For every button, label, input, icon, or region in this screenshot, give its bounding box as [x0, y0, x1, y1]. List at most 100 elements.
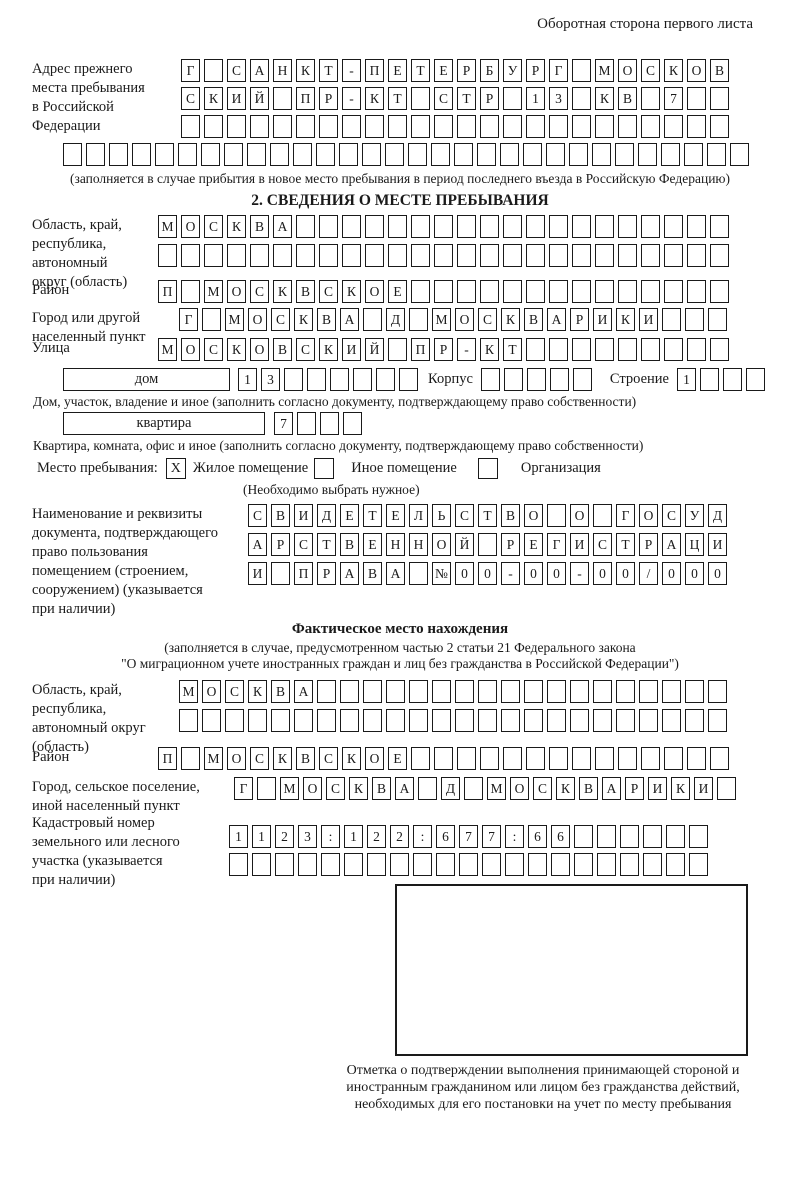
char-cell[interactable]: Т [503, 338, 522, 361]
char-cell[interactable]: В [340, 533, 359, 556]
char-cell[interactable]: В [271, 680, 290, 703]
char-cell[interactable] [296, 115, 315, 138]
char-cell[interactable] [500, 143, 519, 166]
char-cell[interactable] [638, 143, 657, 166]
char-cell[interactable]: И [248, 562, 267, 585]
char-cell[interactable] [662, 308, 681, 331]
char-cell[interactable]: О [248, 308, 267, 331]
char-cell[interactable] [595, 747, 614, 770]
char-cell[interactable] [616, 709, 635, 732]
char-cell[interactable]: 2 [367, 825, 386, 848]
char-cell[interactable] [523, 143, 542, 166]
char-cell[interactable]: К [204, 87, 223, 110]
char-cell[interactable]: О [181, 215, 200, 238]
char-cell[interactable] [707, 143, 726, 166]
char-cell[interactable]: К [248, 680, 267, 703]
char-cell[interactable]: Д [386, 308, 405, 331]
char-cell[interactable] [526, 215, 545, 238]
char-cell[interactable] [687, 215, 706, 238]
char-cell[interactable] [271, 709, 290, 732]
char-cell[interactable] [204, 59, 223, 82]
char-cell[interactable] [109, 143, 128, 166]
char-cell[interactable] [250, 115, 269, 138]
char-cell[interactable]: О [687, 59, 706, 82]
char-cell[interactable] [63, 143, 82, 166]
char-cell[interactable]: М [158, 215, 177, 238]
char-cell[interactable] [252, 853, 271, 876]
char-cell[interactable]: К [319, 338, 338, 361]
char-cell[interactable] [454, 143, 473, 166]
char-cell[interactable] [201, 143, 220, 166]
char-cell[interactable]: К [227, 338, 246, 361]
char-cell[interactable] [710, 115, 729, 138]
char-cell[interactable]: Т [363, 504, 382, 527]
char-cell[interactable] [363, 709, 382, 732]
char-cell[interactable]: Е [434, 59, 453, 82]
char-cell[interactable] [464, 777, 483, 800]
char-cell[interactable] [641, 244, 660, 267]
char-cell[interactable]: 0 [478, 562, 497, 585]
char-cell[interactable] [549, 338, 568, 361]
char-cell[interactable]: О [570, 504, 589, 527]
char-cell[interactable]: Ц [685, 533, 704, 556]
char-cell[interactable]: С [204, 215, 223, 238]
char-cell[interactable]: К [595, 87, 614, 110]
char-cell[interactable] [570, 680, 589, 703]
char-cell[interactable] [296, 244, 315, 267]
char-cell[interactable] [662, 709, 681, 732]
char-cell[interactable]: К [365, 87, 384, 110]
char-cell[interactable]: М [595, 59, 614, 82]
char-cell[interactable]: И [694, 777, 713, 800]
char-cell[interactable] [547, 504, 566, 527]
char-cell[interactable] [710, 747, 729, 770]
char-cell[interactable] [418, 777, 437, 800]
char-cell[interactable] [273, 115, 292, 138]
char-cell[interactable] [708, 308, 727, 331]
char-cell[interactable]: Р [271, 533, 290, 556]
char-cell[interactable] [330, 368, 349, 391]
char-cell[interactable] [570, 709, 589, 732]
char-cell[interactable]: В [271, 504, 290, 527]
char-cell[interactable] [572, 115, 591, 138]
char-cell[interactable] [229, 853, 248, 876]
char-cell[interactable]: П [158, 747, 177, 770]
char-cell[interactable]: 1 [238, 368, 257, 391]
char-cell[interactable] [641, 338, 660, 361]
char-cell[interactable]: С [248, 504, 267, 527]
char-cell[interactable]: 6 [436, 825, 455, 848]
char-cell[interactable] [227, 244, 246, 267]
char-cell[interactable]: М [204, 280, 223, 303]
char-cell[interactable] [480, 115, 499, 138]
char-cell[interactable]: 2 [390, 825, 409, 848]
char-cell[interactable]: И [708, 533, 727, 556]
char-cell[interactable]: Н [386, 533, 405, 556]
char-cell[interactable] [730, 143, 749, 166]
char-cell[interactable] [316, 143, 335, 166]
char-cell[interactable] [202, 709, 221, 732]
char-cell[interactable]: Д [441, 777, 460, 800]
char-cell[interactable]: Н [273, 59, 292, 82]
char-cell[interactable] [478, 709, 497, 732]
char-cell[interactable] [666, 853, 685, 876]
char-cell[interactable]: К [556, 777, 575, 800]
char-cell[interactable] [664, 215, 683, 238]
char-cell[interactable] [270, 143, 289, 166]
char-cell[interactable]: И [593, 308, 612, 331]
char-cell[interactable]: - [501, 562, 520, 585]
char-cell[interactable] [411, 87, 430, 110]
char-cell[interactable]: Е [388, 59, 407, 82]
char-cell[interactable]: К [296, 59, 315, 82]
char-cell[interactable]: 7 [274, 412, 293, 435]
char-cell[interactable]: Р [501, 533, 520, 556]
char-cell[interactable]: В [363, 562, 382, 585]
char-cell[interactable] [551, 853, 570, 876]
char-cell[interactable] [275, 853, 294, 876]
char-cell[interactable]: Е [388, 747, 407, 770]
char-cell[interactable]: И [639, 308, 658, 331]
char-cell[interactable] [225, 709, 244, 732]
char-cell[interactable] [365, 115, 384, 138]
char-cell[interactable]: С [326, 777, 345, 800]
char-cell[interactable] [411, 244, 430, 267]
char-cell[interactable]: 0 [524, 562, 543, 585]
char-cell[interactable] [639, 709, 658, 732]
